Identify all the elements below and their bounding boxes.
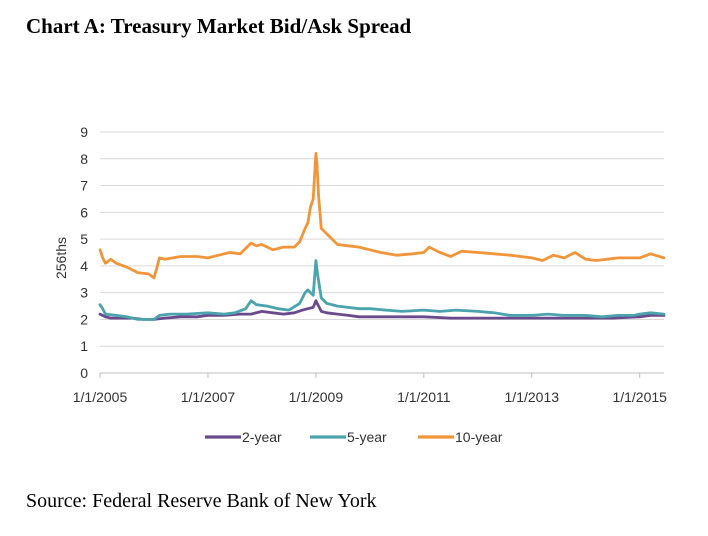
source-note: Source: Federal Reserve Bank of New York: [26, 490, 377, 512]
x-tick-label: 1/1/2007: [181, 389, 236, 405]
x-tick-label: 1/1/2015: [612, 389, 667, 405]
y-tick-label: 4: [80, 258, 88, 274]
legend: 2-year 5-year 10-year: [205, 429, 503, 445]
legend-label-5-year: 5-year: [347, 429, 387, 445]
series-line-5-year: [98, 259, 666, 321]
y-tick-label: 0: [80, 365, 88, 381]
series-lines: [98, 151, 666, 321]
y-tick-label: 7: [80, 178, 88, 194]
y-tick-label: 2: [80, 311, 88, 327]
y-tick-label: 9: [80, 124, 88, 140]
page-title: Chart A: Treasury Market Bid/Ask Spread: [26, 14, 412, 38]
y-axis-ticks: 0 1 2 3 4 5 6 7 8 9: [80, 124, 88, 381]
x-axis-ticks: 1/1/2005 1/1/2007 1/1/2009 1/1/2011 1/1/2013…: [73, 373, 667, 405]
x-tick-label: 1/1/2011: [397, 389, 451, 405]
y-tick-label: 6: [80, 204, 88, 220]
y-tick-label: 1: [80, 338, 88, 354]
series-line-10-year: [98, 151, 666, 280]
series-line-2-year: [98, 299, 666, 321]
legend-label-2-year: 2-year: [242, 429, 282, 445]
y-tick-label: 5: [80, 231, 88, 247]
gridlines: [100, 131, 664, 374]
y-tick-label: 8: [80, 151, 88, 167]
x-tick-label: 1/1/2009: [289, 389, 344, 405]
x-tick-label: 1/1/2005: [73, 389, 128, 405]
x-tick-label: 1/1/2013: [505, 389, 560, 405]
legend-label-10-year: 10-year: [455, 429, 503, 445]
y-axis-label: 256ths: [53, 237, 69, 279]
y-tick-label: 3: [80, 285, 88, 301]
